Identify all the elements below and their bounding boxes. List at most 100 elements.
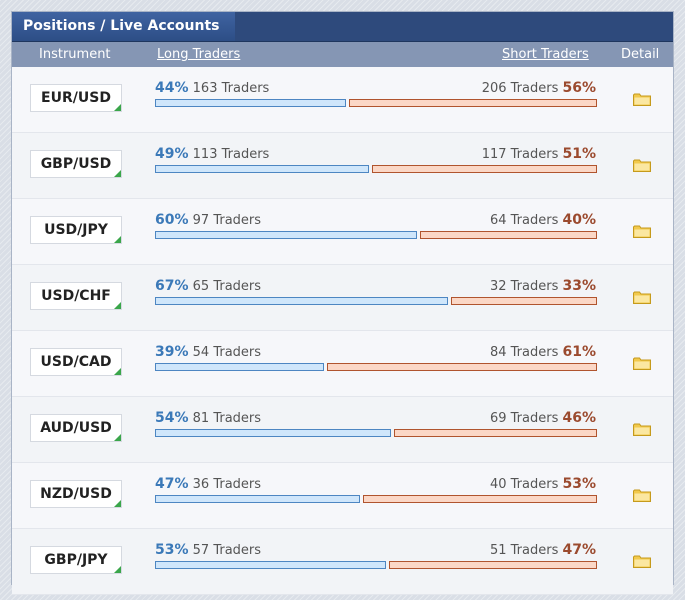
long-traders-label: 60% 97 Traders (155, 212, 261, 228)
instrument-label: GBP/JPY (44, 552, 108, 568)
table-row: USD/CHF 67% 65 Traders 32 Traders 33% (12, 265, 673, 331)
positions-list: EUR/USD 44% 163 Traders 206 Traders 56% GBP… (12, 67, 673, 595)
long-traders-count: 81 Traders (192, 411, 262, 426)
instrument-button[interactable]: EUR/USD (30, 84, 122, 112)
long-percent: 44% (155, 80, 189, 96)
short-traders-count: 69 Traders (489, 411, 559, 426)
table-row: EUR/USD 44% 163 Traders 206 Traders 56% (12, 67, 673, 133)
table-row: NZD/USD 47% 36 Traders 40 Traders 53% (12, 463, 673, 529)
short-traders-label: 117 Traders 51% (482, 146, 596, 162)
long-traders-count: 65 Traders (192, 279, 262, 294)
short-traders-count: 51 Traders (489, 543, 559, 558)
corner-marker-icon (114, 500, 121, 507)
corner-marker-icon (114, 236, 121, 243)
instrument-button[interactable]: USD/CHF (30, 282, 122, 310)
long-percent: 39% (155, 344, 189, 360)
long-traders-label: 67% 65 Traders (155, 278, 261, 294)
column-header-row: Instrument Long Traders Short Traders De… (12, 42, 673, 67)
panel-title: Positions / Live Accounts (12, 12, 235, 41)
short-traders-label: 206 Traders 56% (482, 80, 596, 96)
corner-marker-icon (114, 104, 121, 111)
corner-marker-icon (114, 368, 121, 375)
long-traders-count: 57 Traders (192, 543, 262, 558)
column-header-detail: Detail (621, 47, 660, 62)
instrument-button[interactable]: USD/JPY (30, 216, 122, 244)
long-ratio-bar (155, 231, 417, 239)
folder-icon[interactable] (633, 489, 651, 502)
long-ratio-bar (155, 297, 448, 305)
short-traders-label: 84 Traders 61% (490, 344, 596, 360)
short-percent: 47% (562, 542, 596, 558)
folder-icon[interactable] (633, 159, 651, 172)
long-ratio-bar (155, 99, 346, 107)
folder-icon[interactable] (633, 291, 651, 304)
long-ratio-bar (155, 165, 369, 173)
corner-marker-icon (114, 434, 121, 441)
long-ratio-bar (155, 363, 324, 371)
instrument-button[interactable]: NZD/USD (30, 480, 122, 508)
folder-icon[interactable] (633, 93, 651, 106)
short-ratio-bar (363, 495, 597, 503)
long-traders-count: 36 Traders (192, 477, 262, 492)
short-percent: 33% (562, 278, 596, 294)
corner-marker-icon (114, 302, 121, 309)
table-row: GBP/JPY 53% 57 Traders 51 Traders 47% (12, 529, 673, 595)
short-traders-count: 206 Traders (481, 81, 559, 96)
short-traders-count: 84 Traders (489, 345, 559, 360)
table-row: USD/CAD 39% 54 Traders 84 Traders 61% (12, 331, 673, 397)
folder-icon[interactable] (633, 357, 651, 370)
instrument-label: USD/CHF (41, 288, 111, 304)
long-percent: 60% (155, 212, 189, 228)
long-traders-label: 47% 36 Traders (155, 476, 261, 492)
long-traders-label: 49% 113 Traders (155, 146, 269, 162)
short-ratio-bar (389, 561, 597, 569)
short-traders-count: 40 Traders (489, 477, 559, 492)
short-traders-count: 32 Traders (489, 279, 559, 294)
instrument-label: GBP/USD (40, 156, 112, 172)
instrument-button[interactable]: AUD/USD (30, 414, 122, 442)
long-traders-count: 54 Traders (192, 345, 262, 360)
long-ratio-bar (155, 561, 386, 569)
short-traders-label: 32 Traders 33% (490, 278, 596, 294)
instrument-label: EUR/USD (41, 90, 111, 106)
short-percent: 61% (562, 344, 596, 360)
corner-marker-icon (114, 170, 121, 177)
long-ratio-bar (155, 495, 360, 503)
instrument-button[interactable]: USD/CAD (30, 348, 122, 376)
short-traders-label: 64 Traders 40% (490, 212, 596, 228)
long-percent: 53% (155, 542, 189, 558)
long-traders-label: 54% 81 Traders (155, 410, 261, 426)
table-row: USD/JPY 60% 97 Traders 64 Traders 40% (12, 199, 673, 265)
instrument-button[interactable]: GBP/JPY (30, 546, 122, 574)
short-traders-count: 64 Traders (489, 213, 559, 228)
folder-icon[interactable] (633, 423, 651, 436)
short-percent: 56% (562, 80, 596, 96)
long-traders-count: 113 Traders (192, 147, 270, 162)
table-row: AUD/USD 54% 81 Traders 69 Traders 46% (12, 397, 673, 463)
long-percent: 67% (155, 278, 189, 294)
long-ratio-bar (155, 429, 391, 437)
column-header-short-traders[interactable]: Short Traders (502, 47, 589, 62)
instrument-button[interactable]: GBP/USD (30, 150, 122, 178)
short-traders-label: 69 Traders 46% (490, 410, 596, 426)
short-ratio-bar (372, 165, 597, 173)
column-header-instrument: Instrument (39, 47, 111, 62)
long-percent: 54% (155, 410, 189, 426)
short-percent: 46% (562, 410, 596, 426)
long-traders-label: 44% 163 Traders (155, 80, 269, 96)
short-percent: 51% (562, 146, 596, 162)
folder-icon[interactable] (633, 555, 651, 568)
short-traders-label: 51 Traders 47% (490, 542, 596, 558)
instrument-label: USD/CAD (40, 354, 112, 370)
short-ratio-bar (394, 429, 597, 437)
short-ratio-bar (327, 363, 597, 371)
short-percent: 53% (562, 476, 596, 492)
folder-icon[interactable] (633, 225, 651, 238)
long-traders-count: 163 Traders (192, 81, 270, 96)
short-ratio-bar (451, 297, 597, 305)
column-header-long-traders[interactable]: Long Traders (157, 47, 241, 62)
short-traders-label: 40 Traders 53% (490, 476, 596, 492)
long-traders-label: 39% 54 Traders (155, 344, 261, 360)
long-percent: 49% (155, 146, 189, 162)
positions-panel: Positions / Live Accounts Instrument Lon… (11, 11, 674, 595)
